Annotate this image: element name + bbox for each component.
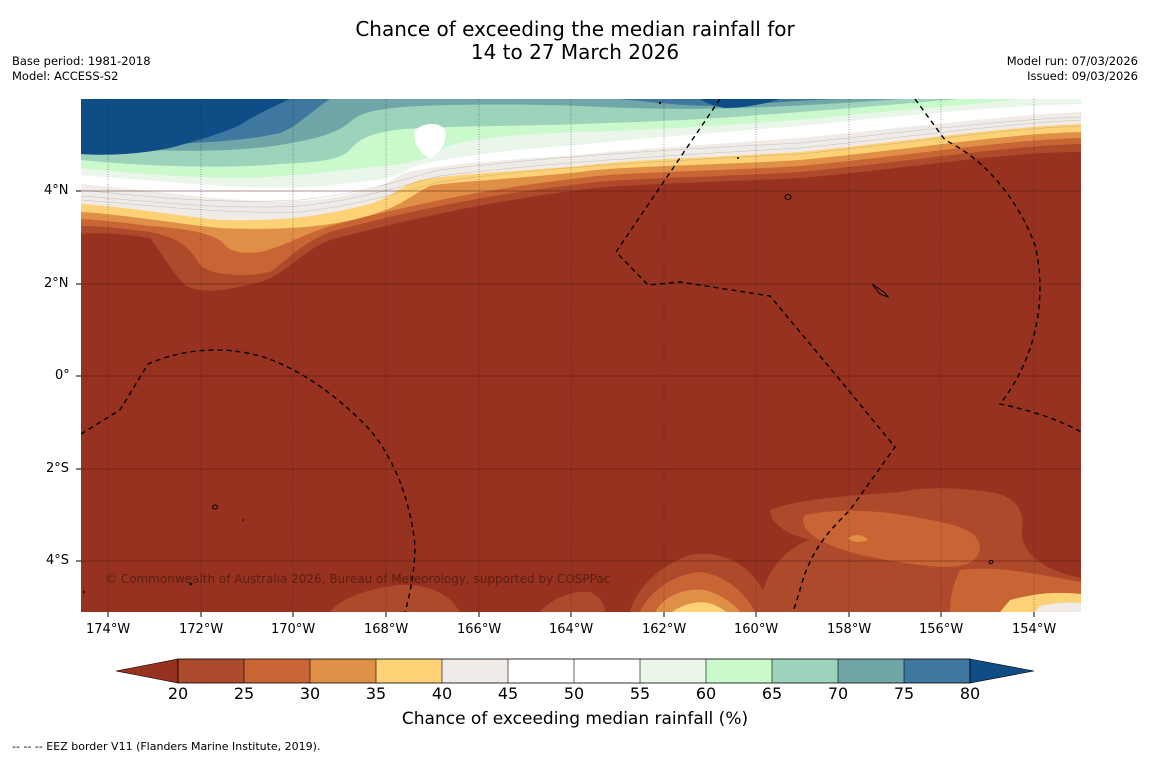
issued-date: Issued: 09/03/2026 bbox=[1027, 69, 1138, 83]
patch-south-west bbox=[330, 584, 460, 612]
colorbar-tick-label: 20 bbox=[167, 684, 189, 703]
patch-south-small bbox=[910, 592, 940, 601]
colorbar-bin bbox=[508, 659, 574, 683]
model-run: Model run: 07/03/2026 bbox=[1006, 54, 1138, 68]
colorbar-high-arrow bbox=[969, 658, 1035, 684]
island-dots bbox=[83, 101, 739, 593]
patch-south-east-35 bbox=[848, 535, 868, 543]
lat-label: 4°N bbox=[44, 183, 69, 198]
colorbar-tick-label: 80 bbox=[959, 684, 981, 703]
base-period: Base period: 1981-2018 bbox=[12, 54, 151, 68]
colorbar-title: Chance of exceeding median rainfall (%) bbox=[401, 709, 749, 729]
copyright-notice: © Commonwealth of Australia 2026, Bureau… bbox=[105, 572, 611, 586]
lon-gridlines bbox=[107, 99, 1035, 612]
lon-label: 168°W bbox=[364, 622, 409, 637]
colorbar-tick-label: 50 bbox=[563, 684, 585, 703]
lat-label: 0° bbox=[55, 368, 70, 383]
colorbar-tick-label: 30 bbox=[299, 684, 321, 703]
lon-label: 154°W bbox=[1012, 622, 1057, 637]
lon-label: 158°W bbox=[827, 622, 872, 637]
colorbar-tick-label: 65 bbox=[761, 684, 783, 703]
band-high-2 bbox=[700, 99, 780, 108]
colorbar-bin bbox=[178, 659, 244, 683]
lon-label: 170°W bbox=[271, 622, 316, 637]
lon-label: 174°W bbox=[86, 622, 131, 637]
colorbar-bin bbox=[706, 659, 772, 683]
lon-label: 162°W bbox=[642, 622, 687, 637]
colorbar-bin bbox=[640, 659, 706, 683]
colorbar bbox=[115, 658, 1035, 684]
contour-lines bbox=[81, 116, 1081, 213]
lat-label: 2°S bbox=[46, 461, 70, 476]
colorbar-tick-label: 35 bbox=[365, 684, 387, 703]
colorbar-tick-label: 45 bbox=[497, 684, 519, 703]
colorbar-tick-label: 60 bbox=[695, 684, 717, 703]
model-info: Base period: 1981-2018 Model: ACCESS-S2 bbox=[12, 54, 151, 84]
patch-south-edge-45 bbox=[1035, 602, 1081, 612]
eez-border-east bbox=[914, 99, 1081, 433]
colorbar-tick-label: 75 bbox=[893, 684, 915, 703]
run-info: Model run: 07/03/2026 Issued: 09/03/2026 bbox=[1007, 54, 1138, 84]
lon-label: 172°W bbox=[179, 622, 224, 637]
lon-label: 156°W bbox=[919, 622, 964, 637]
colorbar-bin bbox=[244, 659, 310, 683]
chart-title: Chance of exceeding the median rainfall … bbox=[0, 18, 1150, 64]
eez-border-west bbox=[81, 349, 416, 612]
colorbar-bin bbox=[376, 659, 442, 683]
patch-south-center-40 bbox=[672, 602, 726, 612]
colorbar-bin bbox=[772, 659, 838, 683]
lat-label: 4°S bbox=[46, 553, 70, 568]
eez-borders bbox=[81, 99, 1081, 612]
colorbar-tick-label: 70 bbox=[827, 684, 849, 703]
islands bbox=[212, 194, 994, 564]
colorbar-tick-label: 55 bbox=[629, 684, 651, 703]
patch-white-north bbox=[414, 124, 446, 158]
patch-south-mid bbox=[540, 591, 605, 612]
band-80 bbox=[81, 99, 840, 144]
lon-label: 164°W bbox=[549, 622, 594, 637]
lat-label: 2°N bbox=[44, 276, 69, 291]
eez-legend: -- -- -- EEZ border V11 (Flanders Marine… bbox=[12, 740, 321, 753]
colorbar-bin bbox=[904, 659, 970, 683]
patch-south-center-35 bbox=[655, 589, 740, 612]
colorbar-bin bbox=[442, 659, 508, 683]
colorbar-bin bbox=[838, 659, 904, 683]
colorbar-tick-label: 25 bbox=[233, 684, 255, 703]
lat-gridlines bbox=[81, 190, 1081, 562]
colorbar-bin bbox=[310, 659, 376, 683]
title-line-2: 14 to 27 March 2026 bbox=[470, 40, 680, 64]
patch-south-east-30 bbox=[803, 510, 980, 567]
map-field bbox=[81, 99, 1081, 612]
title-line-1: Chance of exceeding the median rainfall … bbox=[355, 17, 795, 41]
lon-label: 166°W bbox=[457, 622, 502, 637]
lon-label: 160°W bbox=[734, 622, 779, 637]
colorbar-bin bbox=[574, 659, 640, 683]
axis-ticks bbox=[76, 190, 1035, 617]
colorbar-tick-label: 40 bbox=[431, 684, 453, 703]
model-name: Model: ACCESS-S2 bbox=[12, 69, 119, 83]
colorbar-low-arrow bbox=[115, 658, 179, 684]
band-high bbox=[81, 99, 290, 155]
